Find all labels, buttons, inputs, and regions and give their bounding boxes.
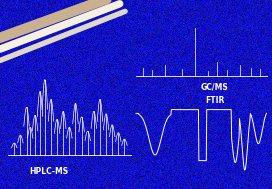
Text: HPLC-MS: HPLC-MS: [29, 167, 69, 177]
Text: GC/MS: GC/MS: [201, 82, 229, 91]
Text: FTIR: FTIR: [205, 96, 225, 105]
